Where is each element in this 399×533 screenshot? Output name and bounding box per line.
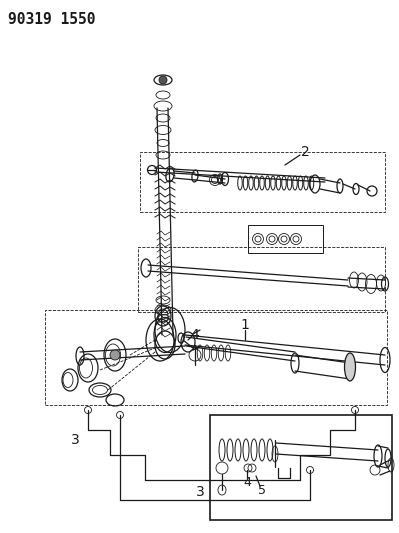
Bar (248, 225, 323, 253)
Bar (45, 310, 387, 405)
Text: 4: 4 (191, 328, 200, 342)
Text: 2: 2 (300, 145, 309, 159)
Bar (140, 152, 385, 212)
Text: 1: 1 (241, 318, 249, 332)
Text: 4: 4 (243, 477, 251, 489)
Circle shape (159, 76, 167, 84)
Text: 90319 1550: 90319 1550 (8, 12, 95, 27)
Bar (138, 247, 385, 312)
Text: 3: 3 (71, 433, 79, 447)
Text: 5: 5 (258, 483, 266, 497)
Text: 3: 3 (196, 485, 204, 499)
Ellipse shape (344, 353, 356, 381)
Bar (210, 415, 392, 520)
Circle shape (110, 350, 120, 360)
